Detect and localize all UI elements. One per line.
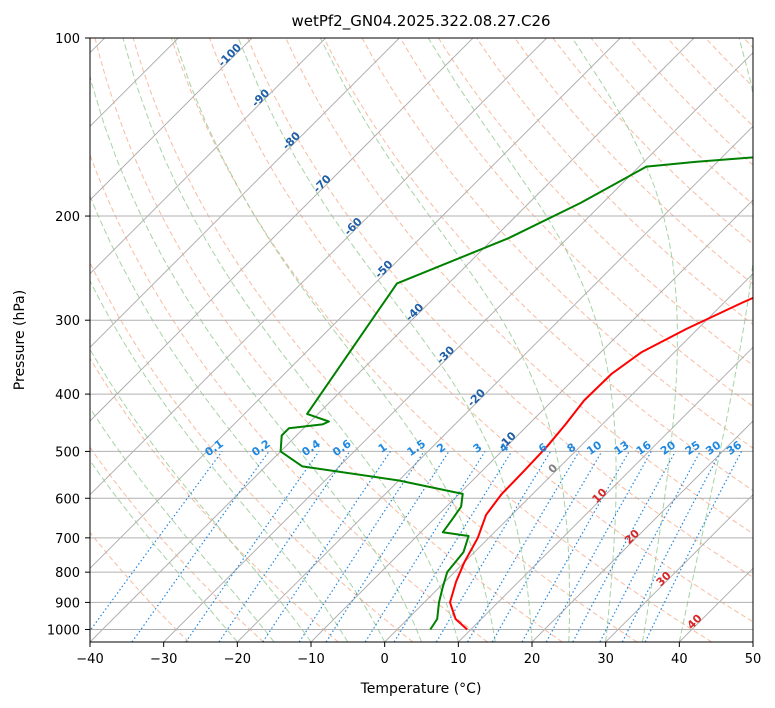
x-tick-label: 10 [450,652,467,667]
mixing-ratio-line [466,451,580,642]
x-tick-label: 0 [381,652,389,667]
mixing-ratio-line [325,451,450,642]
isotherm-line [90,38,474,422]
x-tick-label: −20 [224,652,251,667]
y-tick-label: 700 [55,532,80,547]
dry-adiabat-line [437,38,753,366]
isotherm-line [752,641,753,642]
mixing-ratio-lines [90,451,743,642]
dry-adiabat-line [90,153,488,642]
isotherm-line [531,420,753,642]
x-tick-label: 20 [524,652,541,667]
isotherm-line [90,38,695,642]
x-tick-label: 50 [745,652,762,667]
x-tick-label: 40 [671,652,688,667]
mixing-ratio-line [572,451,677,642]
y-axis-ticks: 100 200 300 400 500 600 700 800 900 1000 [47,32,90,638]
isotherm-line [90,38,621,570]
isotherm-line [90,38,400,349]
dry-adiabat-line [247,38,753,578]
x-axis-label: Temperature (°C) [360,681,482,697]
isotherm-line [90,38,548,496]
moist-adiabat-line [90,459,238,642]
y-tick-label: 600 [55,492,80,507]
plot-area: 0.1 0.2 0.4 0.6 1 1.5 2 3 4 6 8 10 13 16 20 25 30 36-100-… [90,38,753,642]
isotherm-line [457,346,753,642]
x-tick-label: 30 [597,652,614,667]
y-tick-label: 100 [55,32,80,47]
isotherms [90,38,753,642]
y-tick-label: 900 [55,596,80,611]
dry-adiabat-line [170,38,712,642]
y-tick-label: 1000 [47,623,80,638]
moist-adiabat-line [90,73,422,642]
dry-adiabat-line [552,38,753,245]
dewpoint-profile-line [279,156,753,631]
x-tick-label: −10 [297,652,324,667]
isotherm-line [163,51,753,642]
mixing-ratio-line [545,451,652,642]
y-tick-label: 400 [55,388,80,403]
dry-adiabat-line [590,38,753,206]
dry-adiabat-line [90,261,414,642]
chart-title: wetPf2_GN04.2025.322.08.27.C26 [291,12,550,31]
y-tick-label: 300 [55,314,80,329]
isotherm-line [90,38,253,201]
x-tick-label: −30 [150,652,177,667]
dry-adiabat-line [132,38,638,642]
plot-background [90,38,753,642]
sounding-profiles [279,156,753,631]
y-tick-label: 200 [55,210,80,225]
isotherm-line [90,38,327,275]
dry-adiabat-line [323,38,753,492]
isotherm-line [605,493,753,642]
mixing-ratio-line [435,451,552,642]
temperature-profile-line [449,296,753,631]
isotherm-line [310,199,753,642]
dry-adiabat-line [476,38,753,326]
dry-adiabat-line [90,531,190,642]
isotherm-line [236,125,753,642]
plot-frame [89,37,754,643]
dry-adiabat-line [94,38,563,642]
x-axis-ticks: −40 −30 −20 −10 0 10 20 30 40 50 [76,642,761,667]
mixing-ratio-line [90,451,223,632]
y-tick-label: 800 [55,566,80,581]
moist-adiabat-line [90,407,275,642]
y-tick-label: 500 [55,445,80,460]
dry-adiabat-line [285,38,753,535]
mixing-ratio-line [364,451,486,642]
mixing-ratio-line [218,451,351,642]
isotherm-line [384,272,753,642]
mixing-ratio-line [393,451,513,642]
mixing-ratio-line [131,451,270,642]
mixing-ratio-line [491,451,603,642]
x-tick-label: −40 [76,652,103,667]
y-axis-label: Pressure (hPa) [12,290,28,390]
dry-adiabat-line [209,38,753,623]
mixing-ratio-line [521,451,630,642]
